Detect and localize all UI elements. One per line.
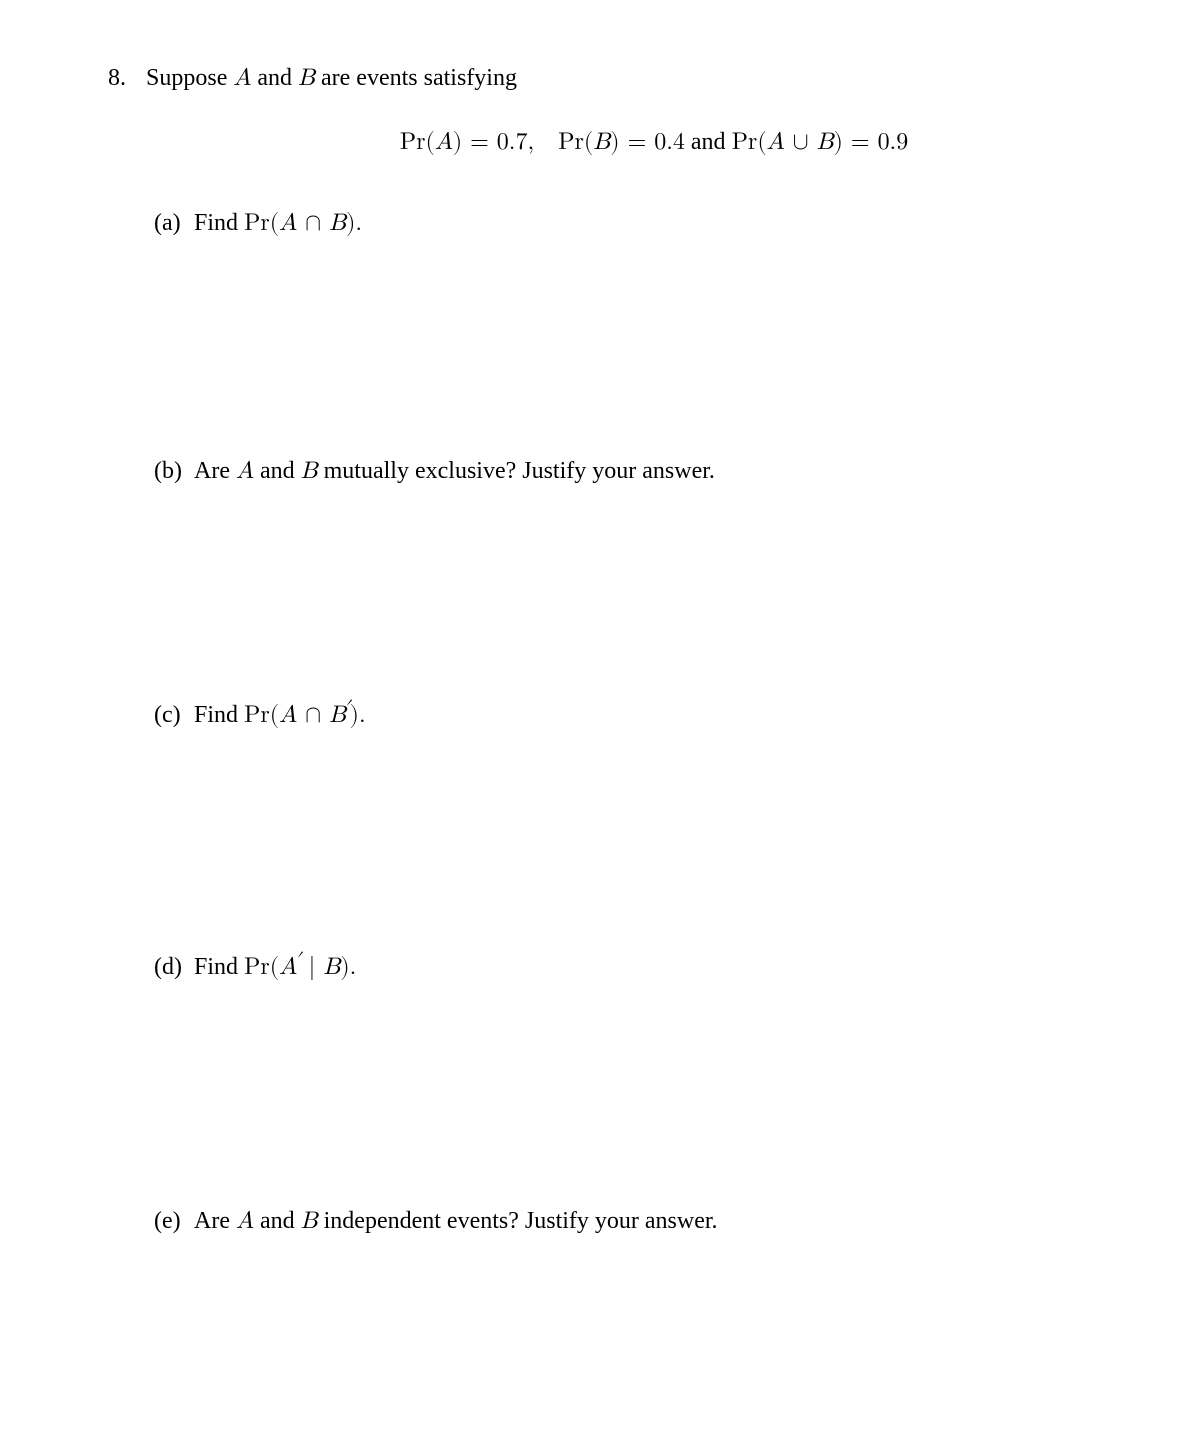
part-a-label: (a) — [154, 207, 194, 241]
part-e: (e) Are A and B independent events? Just… — [154, 1205, 1080, 1239]
part-b-vara: A — [236, 459, 254, 483]
part-a-pr: Pr( — [244, 211, 279, 235]
stem-pre: Suppose — [146, 65, 233, 91]
part-d-label: (d) — [154, 951, 194, 985]
part-a-post: ). — [346, 211, 362, 235]
question-text: Suppose A and B are events satisfying — [146, 62, 517, 96]
part-b-varb: B — [301, 459, 318, 483]
eq-prb-var: B — [593, 130, 610, 154]
parts-container: (a) Find Pr(A ∩ B). (b) Are A and B mutu… — [108, 207, 1080, 1239]
eq-praub-vara: A — [767, 130, 785, 154]
eq-prb-close: ) = — [610, 130, 654, 154]
part-e-label: (e) — [154, 1205, 194, 1239]
part-b-label: (b) — [154, 455, 194, 489]
part-b-post: mutually exclusive? Justify your answer. — [318, 458, 715, 484]
part-c-pre: Find — [194, 702, 244, 728]
question-number: 8. — [108, 62, 146, 96]
part-b-pre: Are — [194, 458, 236, 484]
part-a-text: Find Pr(A ∩ B). — [194, 207, 362, 241]
part-a-op: ∩ — [297, 211, 329, 235]
part-e-mid: and — [254, 1208, 301, 1234]
part-d-pre: Find — [194, 954, 244, 980]
part-b: (b) Are A and B mutually exclusive? Just… — [154, 455, 1080, 699]
part-d-pr: Pr( — [244, 955, 279, 979]
eq-pra-label: Pr( — [400, 130, 435, 154]
part-c-op: ∩ — [297, 703, 329, 727]
part-a-vara: A — [279, 211, 297, 235]
part-e-pre: Are — [194, 1208, 236, 1234]
part-e-varb: B — [301, 1209, 318, 1233]
stem-var-a: A — [233, 66, 251, 90]
stem-mid1: and — [251, 65, 298, 91]
eq-praub-label: Pr( — [732, 130, 767, 154]
part-c: (c) Find Pr(A ∩ B′). — [154, 699, 1080, 951]
part-a: (a) Find Pr(A ∩ B). — [154, 207, 1080, 455]
eq-connector: and — [685, 129, 732, 155]
eq-pra-var: A — [435, 130, 453, 154]
eq-praub-val: 0.9 — [878, 130, 909, 154]
part-d: (d) Find Pr(A′ | B). — [154, 951, 1080, 1205]
equation-line: Pr(A) = 0.7, Pr(B) = 0.4 and Pr(A ∪ B) =… — [108, 126, 1080, 160]
eq-praub-varb: B — [817, 130, 834, 154]
part-c-vara: A — [279, 703, 297, 727]
eq-prb-label: Pr( — [558, 130, 593, 154]
part-a-pre: Find — [194, 210, 244, 236]
part-e-text: Are A and B independent events? Justify … — [194, 1205, 718, 1239]
part-b-mid: and — [254, 458, 301, 484]
part-a-varb: B — [329, 211, 346, 235]
stem-var-b: B — [298, 66, 315, 90]
stem-post: are events satisfying — [315, 65, 517, 91]
part-c-label: (c) — [154, 699, 194, 733]
question-stem: 8. Suppose A and B are events satisfying — [108, 62, 1080, 96]
part-c-pr: Pr( — [244, 703, 279, 727]
part-d-op: | — [301, 955, 324, 979]
part-c-post: ). — [350, 703, 366, 727]
eq-union: ∪ — [785, 130, 817, 154]
part-e-post: independent events? Justify your answer. — [318, 1208, 718, 1234]
part-c-text: Find Pr(A ∩ B′). — [194, 699, 366, 733]
eq-sep1: , — [527, 130, 558, 154]
part-e-vara: A — [236, 1209, 254, 1233]
eq-praub-close: ) = — [834, 130, 878, 154]
part-d-text: Find Pr(A′ | B). — [194, 951, 356, 985]
part-d-varb: B — [323, 955, 340, 979]
part-d-post: ). — [340, 955, 356, 979]
eq-prb-val: 0.4 — [654, 130, 685, 154]
eq-pra-close: ) = — [453, 130, 497, 154]
eq-pra-val: 0.7 — [497, 130, 528, 154]
page: 8. Suppose A and B are events satisfying… — [0, 0, 1200, 1432]
part-b-text: Are A and B mutually exclusive? Justify … — [194, 455, 715, 489]
